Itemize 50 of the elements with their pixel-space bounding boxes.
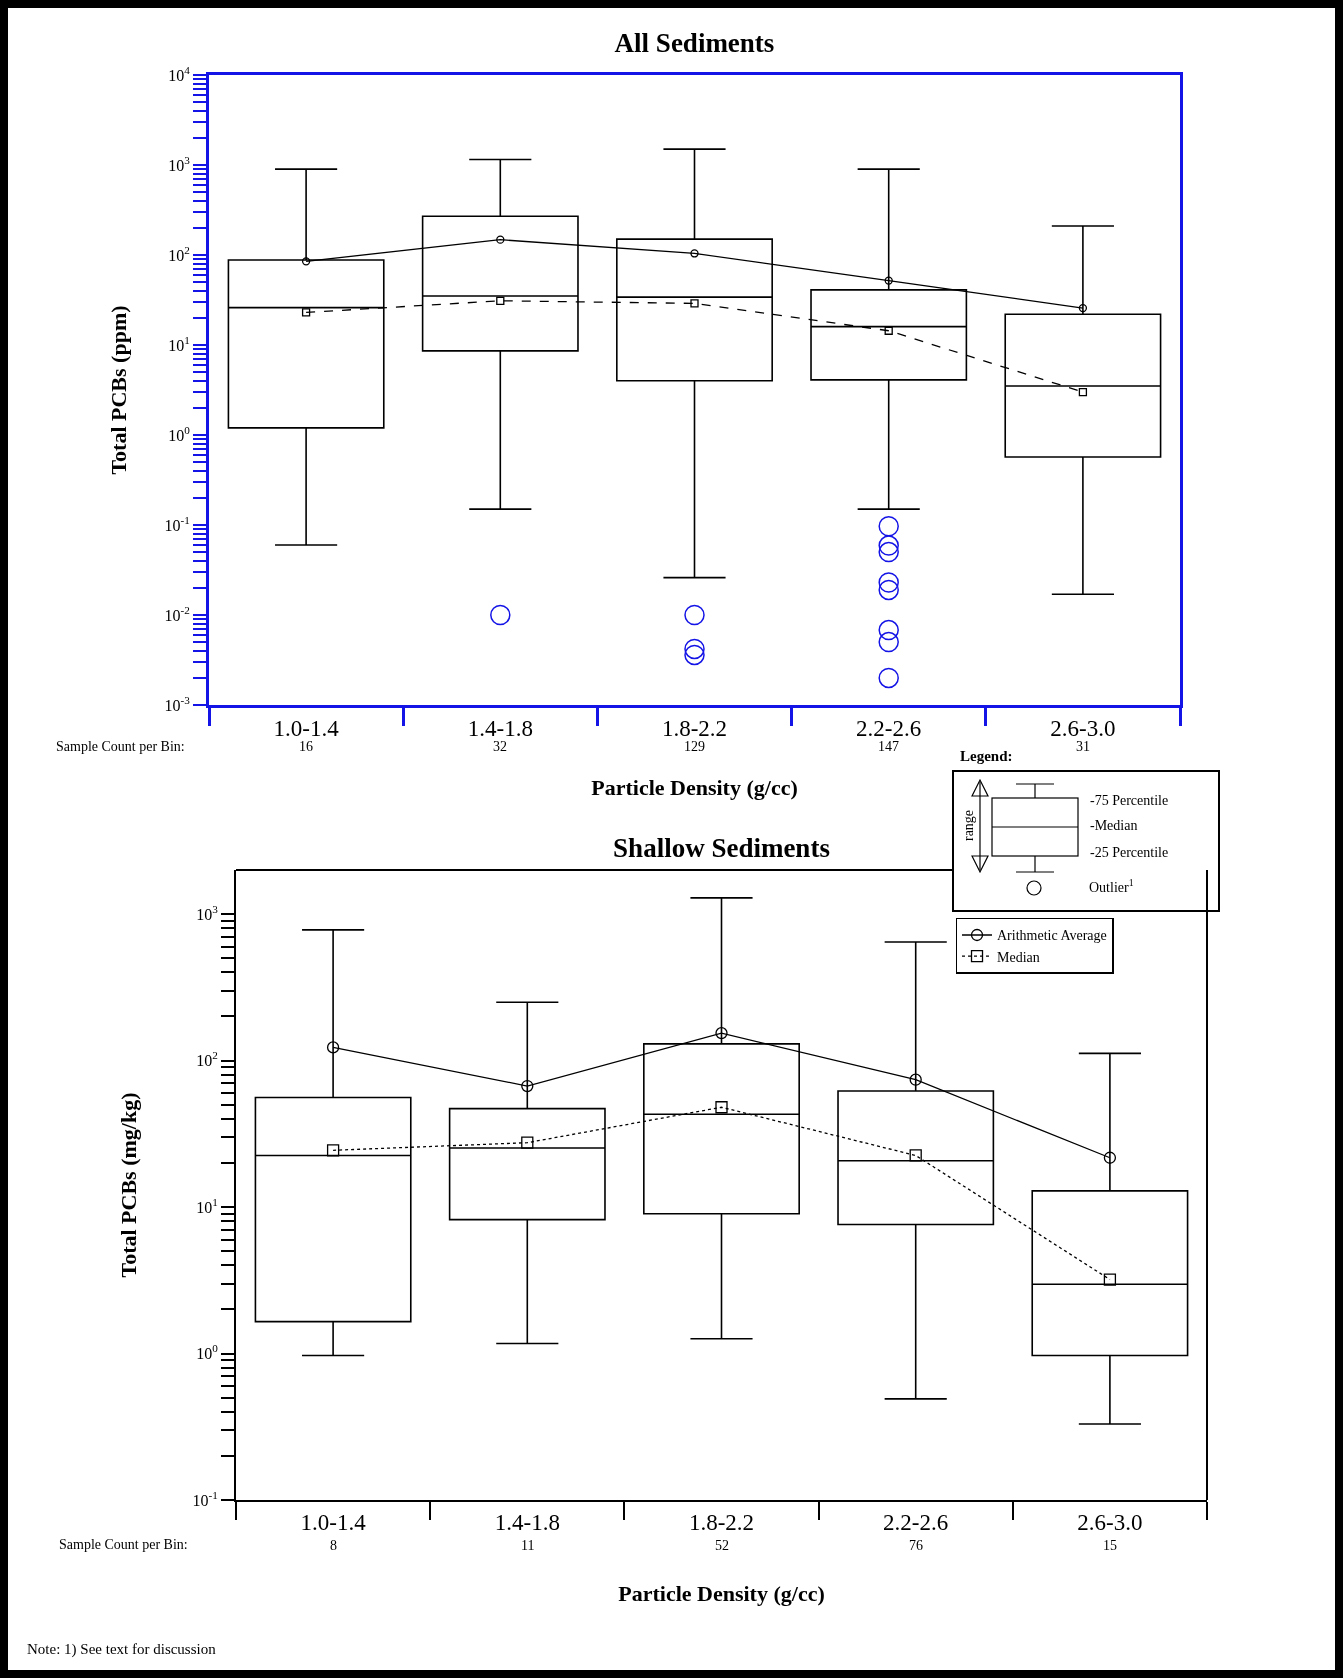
text: 8 <box>330 1538 337 1553</box>
x-tick-label: 1.4-1.8 <box>467 715 533 741</box>
x-axis-title: Particle Density (g/cc) <box>591 775 798 800</box>
x-tick-label: 2.6-3.0 <box>1077 1509 1143 1535</box>
y-tick-label: 10$^{3}$ <box>196 902 219 923</box>
text: 129 <box>684 739 705 754</box>
text: 32 <box>493 739 507 754</box>
text: 147 <box>878 739 899 754</box>
y-tick-label: 10$^{0}$ <box>196 1342 219 1363</box>
legend-label: Arithmetic Average <box>997 928 1107 944</box>
chart-title: Shallow Sediments <box>613 833 830 864</box>
x-tick-label: 1.0-1.4 <box>300 1509 367 1535</box>
text: Note: 1) See text for discussion <box>27 1641 217 1658</box>
x-tick-label: 2.2-2.6 <box>856 715 922 741</box>
x-tick-label: 1.8-2.2 <box>661 715 728 741</box>
y-tick-label: 10$^{-3}$ <box>164 693 191 714</box>
text: Sample Count per Bin: <box>59 1537 188 1552</box>
text: 52 <box>715 1538 729 1553</box>
y-tick-label: 10$^{-2}$ <box>164 603 190 624</box>
x-axis-title: Particle Density (g/cc) <box>618 1581 825 1606</box>
text: Sample Count per Bin: <box>56 739 185 754</box>
text: 76 <box>909 1538 923 1553</box>
x-tick-label: 1.8-2.2 <box>688 1509 755 1535</box>
text: range <box>961 809 977 842</box>
y-tick-label: 10$^{4}$ <box>168 63 191 84</box>
text: Legend: <box>960 748 1013 764</box>
y-tick-label: 10$^{2}$ <box>168 243 190 264</box>
chart-title: All Sediments <box>614 28 775 59</box>
text: 16 <box>299 739 313 754</box>
text: 11 <box>521 1538 535 1553</box>
x-tick-label: 1.4-1.8 <box>494 1509 560 1535</box>
y-tick-label: 10$^{-1}$ <box>164 513 190 534</box>
x-tick-label: 1.0-1.4 <box>273 715 340 741</box>
y-tick-label: 10$^{2}$ <box>196 1049 218 1070</box>
y-axis-title: Total PCBs (mg/kg) <box>115 1092 141 1278</box>
annotation: Outlier$^{1}$ <box>1089 877 1134 895</box>
legend-label: Median <box>997 949 1040 965</box>
text: -25 Percentile <box>1090 845 1169 860</box>
x-tick-label: 2.6-3.0 <box>1050 715 1116 741</box>
y-tick-label: 10$^{3}$ <box>168 153 191 174</box>
y-tick-label: 10$^{0}$ <box>168 423 191 444</box>
y-tick-label: 10$^{1}$ <box>196 1195 218 1216</box>
text: 31 <box>1076 739 1090 754</box>
y-axis-title: Total PCBs (ppm) <box>106 305 132 475</box>
y-tick-label: 10$^{1}$ <box>168 333 190 354</box>
text: 15 <box>1103 1538 1117 1553</box>
x-tick-label: 2.2-2.6 <box>883 1509 949 1535</box>
text: -Median <box>1090 818 1138 833</box>
text: -75 Percentile <box>1090 793 1169 808</box>
y-tick-label: 10$^{-1}$ <box>192 1488 218 1509</box>
